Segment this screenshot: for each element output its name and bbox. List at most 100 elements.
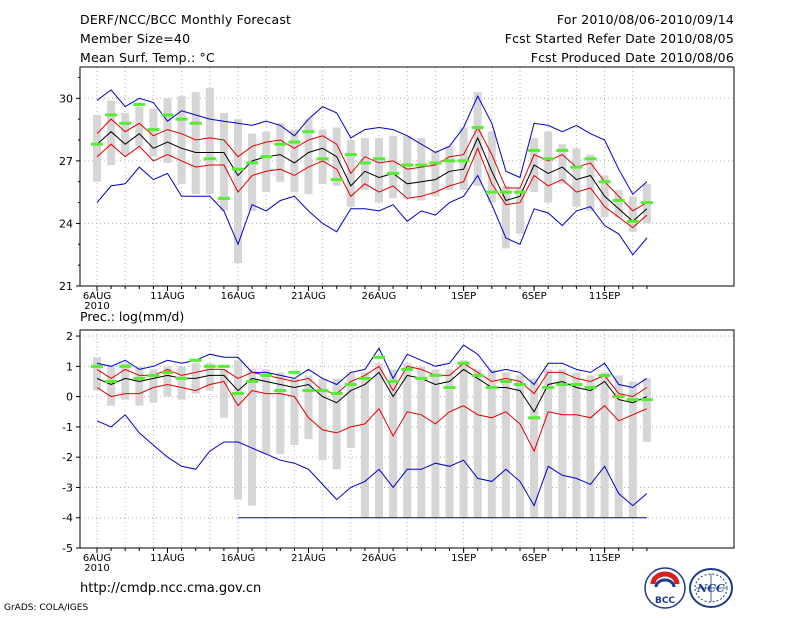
temperature-spread-box — [248, 133, 257, 211]
precipitation-spread-box — [487, 369, 496, 518]
precipitation-spread-box — [135, 366, 144, 406]
ncc-logo-text: NCC — [696, 582, 725, 595]
precipitation-mean-plus-std-line — [96, 362, 648, 398]
temperature-mean-plus-std-line — [96, 118, 648, 212]
temperature-observed-marker — [514, 190, 526, 194]
temperature-spread-box — [403, 135, 412, 199]
precipitation-observed-marker — [147, 373, 160, 377]
precipitation-observed-marker — [612, 395, 625, 399]
precipitation-observed-marker — [584, 386, 597, 390]
precipitation-spread-box — [572, 372, 581, 518]
precipitation-observed-marker — [570, 383, 583, 386]
forecast-started-date: Fcst Started Refer Date 2010/08/05 — [504, 31, 734, 46]
precipitation-y-tick-label: -1 — [62, 421, 73, 434]
precipitation-observed-marker — [161, 370, 174, 374]
precipitation-observed-marker — [274, 389, 287, 393]
temperature-observed-marker — [429, 161, 442, 165]
precipitation-spread-box — [628, 381, 637, 518]
precipitation-observed-marker — [175, 376, 188, 380]
precipitation-observed-marker — [232, 392, 244, 396]
temperature-observed-marker — [612, 198, 625, 202]
precipitation-observed-marker — [471, 373, 484, 377]
precipitation-observed-marker — [640, 398, 653, 402]
temperature-observed-marker — [471, 125, 484, 129]
temperature-spread-box — [262, 131, 271, 193]
precipitation-observed-marker — [528, 416, 541, 420]
grads-credit: GrADS: COLA/IGES — [4, 603, 89, 613]
temperature-observed-marker — [344, 153, 357, 157]
precipitation-spread-box — [445, 369, 454, 518]
temperature-spread-box — [459, 127, 468, 191]
precipitation-observed-marker — [330, 392, 343, 396]
temperature-observed-marker — [499, 190, 512, 194]
precipitation-spread-box — [121, 363, 130, 400]
temperature-spread-box — [516, 187, 524, 234]
precipitation-min-line — [96, 414, 648, 507]
temperature-observed-marker — [288, 140, 301, 144]
temperature-spread-box — [290, 129, 299, 193]
precipitation-observed-marker — [344, 383, 357, 386]
precipitation-spread-box — [375, 363, 383, 518]
temperature-observed-marker — [161, 113, 174, 117]
temperature-observed-marker — [175, 117, 188, 121]
temperature-spread-box — [149, 108, 158, 157]
precipitation-x-tick-label: 21AUG — [291, 553, 326, 564]
temperature-spread-box — [121, 112, 130, 155]
precipitation-observed-marker — [358, 376, 371, 380]
temperature-mean-minus-std-line — [96, 143, 648, 229]
temperature-spread-box — [544, 131, 553, 203]
temperature-observed-marker — [147, 128, 160, 132]
precipitation-spread-box — [403, 363, 412, 518]
source-url[interactable]: http://cmdp.ncc.cma.gov.cn — [80, 581, 262, 596]
precipitation-y-tick-label: -5 — [62, 542, 73, 555]
temperature-min-line — [96, 166, 648, 256]
precipitation-observed-marker — [514, 383, 526, 386]
temperature-spread-box — [487, 131, 496, 203]
precipitation-y-tick-label: 0 — [66, 391, 73, 404]
temperature-spread-box — [628, 196, 637, 232]
precipitation-spread-box — [318, 378, 327, 461]
precipitation-x-tick-label: 16AUG — [221, 553, 256, 564]
precipitation-spread-box — [530, 378, 539, 518]
precipitation-spread-box — [501, 372, 510, 518]
temperature-ensemble-mean-line — [96, 131, 648, 222]
precipitation-spread-box — [544, 369, 553, 518]
temperature-x-tick-label: 6SEP — [522, 291, 547, 302]
temperature-x-tick-label: 1SEP — [451, 291, 476, 302]
precipitation-observed-marker — [556, 383, 569, 386]
precipitation-y-tick-label: -4 — [62, 512, 73, 525]
temperature-spread-box — [107, 100, 116, 166]
precipitation-observed-marker — [485, 386, 498, 390]
precipitation-spread-box — [360, 372, 369, 518]
temperature-observed-marker — [570, 165, 583, 169]
precipitation-x-tick-label: 11SEP — [589, 553, 620, 564]
temperature-spread-box — [501, 185, 510, 249]
precipitation-spread-box — [600, 372, 609, 518]
precipitation-observed-marker — [443, 386, 456, 390]
temperature-observed-marker — [485, 190, 498, 194]
ncc-logo: NCC — [689, 568, 733, 608]
precipitation-spread-box — [389, 369, 398, 518]
precipitation-observed-marker — [260, 373, 273, 377]
temperature-observed-marker — [105, 113, 118, 117]
precipitation-spread-box — [459, 360, 468, 518]
precipitation-observed-marker — [626, 398, 639, 402]
precipitation-observed-marker — [401, 367, 414, 371]
precipitation-spread-box — [276, 372, 285, 455]
temperature-spread-box — [276, 123, 285, 182]
temperature-spread-box — [191, 92, 200, 195]
temperature-observed-marker — [457, 159, 470, 163]
temperature-observed-marker — [203, 157, 216, 161]
precipitation-max-line — [96, 344, 648, 389]
temperature-spread-box — [558, 144, 567, 184]
temperature-observed-marker — [640, 201, 653, 205]
precipitation-observed-marker — [598, 373, 611, 377]
precipitation-spread-box — [431, 369, 440, 518]
temperature-observed-marker — [260, 155, 273, 159]
temperature-x-tick-label: 11SEP — [589, 291, 620, 302]
temperature-spread-box — [375, 137, 383, 203]
temperature-observed-marker — [373, 157, 385, 161]
temperature-spread-box — [205, 87, 214, 195]
temperature-observed-marker — [330, 178, 343, 182]
precipitation-observed-marker — [316, 389, 329, 393]
